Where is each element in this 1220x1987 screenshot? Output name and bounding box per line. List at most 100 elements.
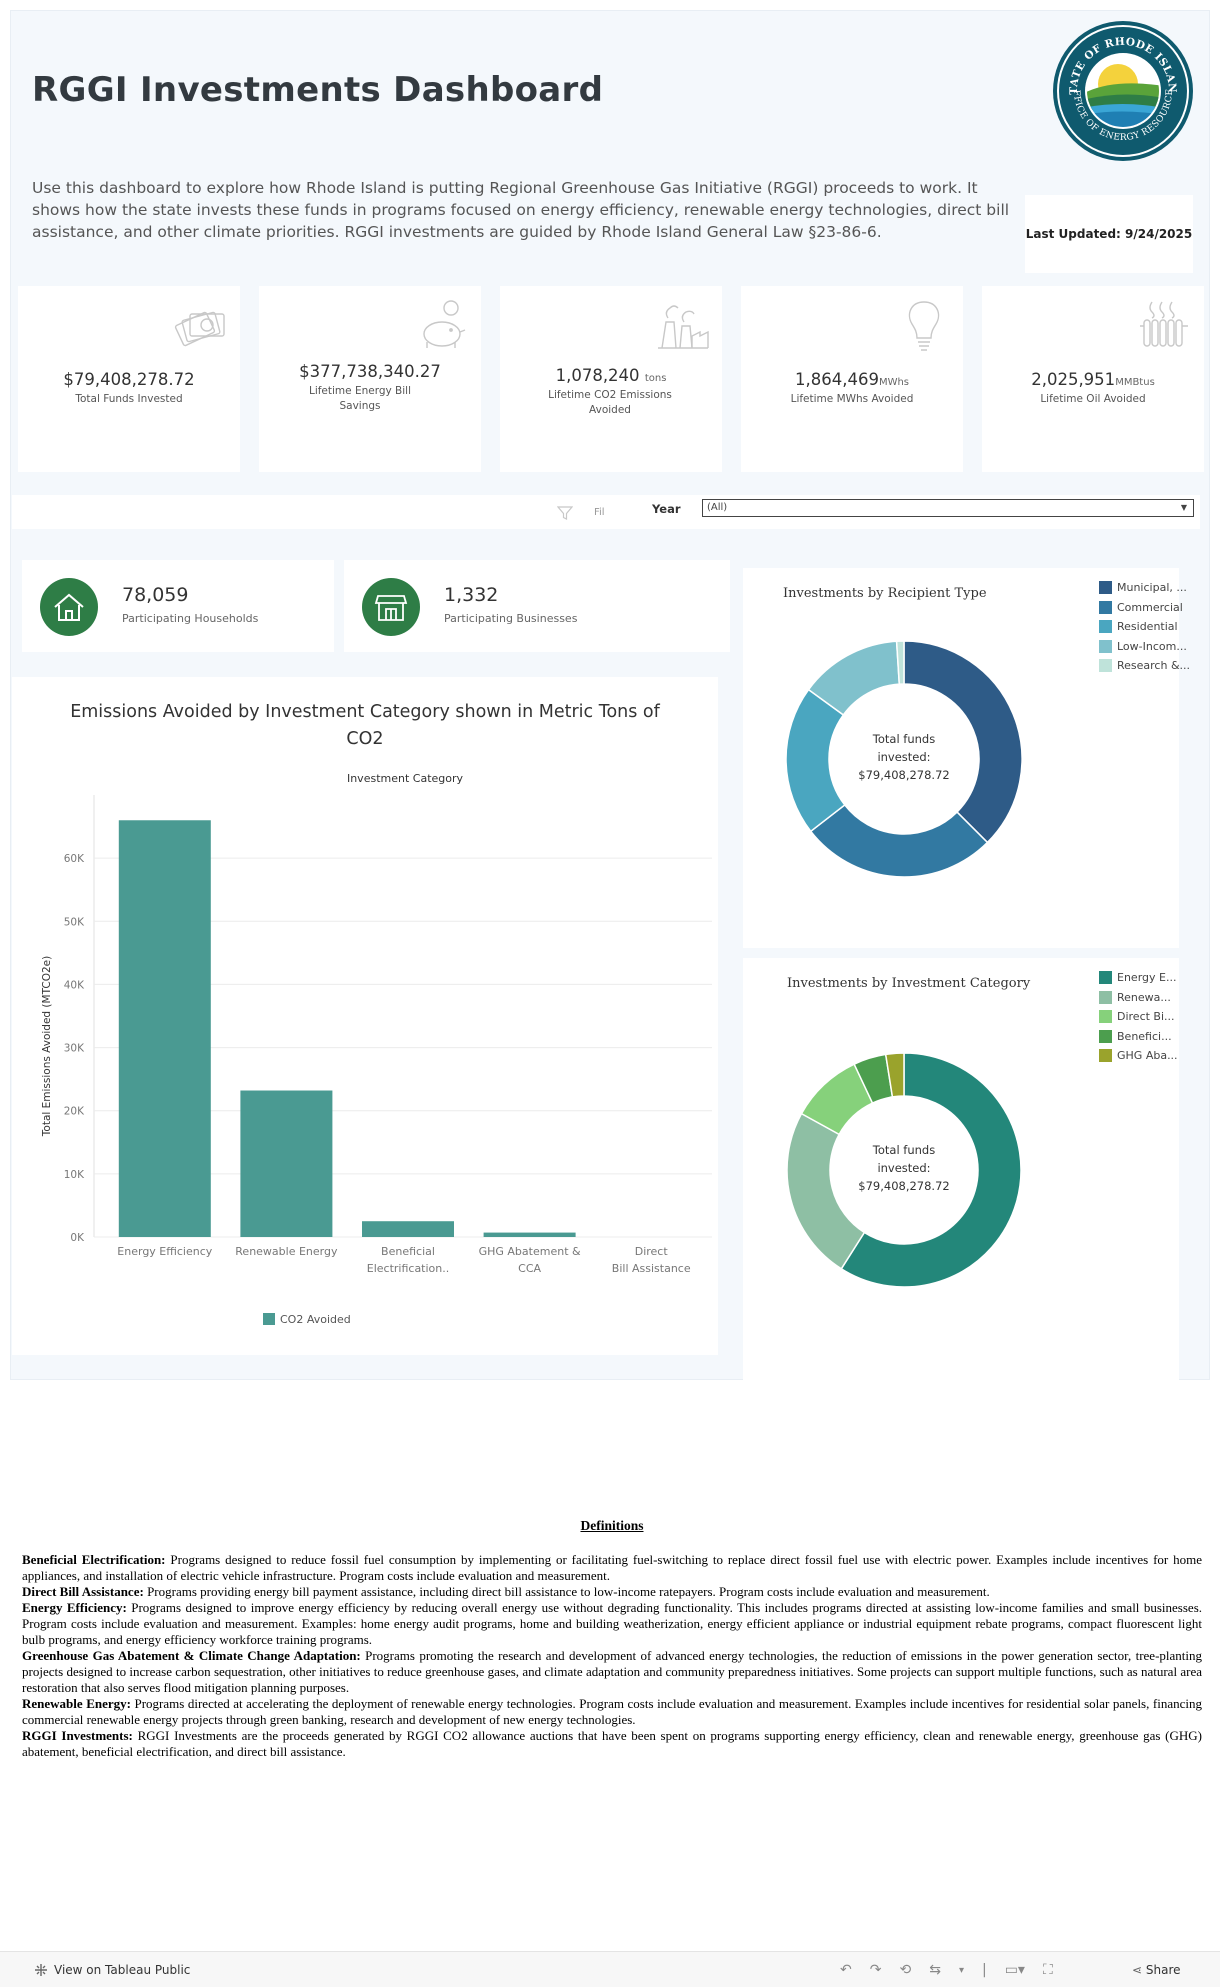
legend-item[interactable]: Commercial	[1099, 598, 1190, 618]
stat-label: Participating Households	[122, 612, 259, 625]
donut-slice	[785, 688, 846, 833]
legend-item[interactable]: Municipal, ...	[1099, 578, 1190, 598]
donut-slice	[895, 640, 905, 685]
emissions-bar-chart: Emissions Avoided by Investment Category…	[41, 702, 712, 1326]
donut-title: Investments by Investment Category	[787, 976, 1031, 991]
legend-swatch	[1099, 620, 1112, 634]
last-updated-badge: Last Updated: 9/24/2025	[1025, 195, 1193, 273]
donut-center-text: $79,408,278.72	[858, 768, 949, 782]
legend-item[interactable]: Residential	[1099, 617, 1190, 637]
x-tick-label: Electrification..	[367, 1262, 450, 1275]
legend-item[interactable]: GHG Aba...	[1099, 1046, 1178, 1066]
view-on-tableau-link[interactable]: View on Tableau Public	[34, 1963, 190, 1977]
year-dropdown[interactable]: (All) ▼	[702, 499, 1194, 517]
legend-swatch	[1099, 1010, 1112, 1024]
redo-icon[interactable]: ↷	[869, 1962, 882, 1978]
storefront-icon	[362, 578, 420, 636]
kpi-card-mwhs-avoided: 1,864,469MWhs Lifetime MWhs Avoided	[741, 286, 963, 472]
donut-title: Investments by Recipient Type	[783, 586, 987, 601]
presentation-icon[interactable]: ▭▾	[1004, 1962, 1025, 1978]
donut-legend: Municipal, ... Commercial Residential Low-I…	[1099, 578, 1190, 676]
kpi-label: Lifetime MWhs Avoided	[790, 393, 914, 405]
legend-label: Benefici...	[1117, 1029, 1172, 1043]
y-tick-label: 40K	[64, 979, 85, 991]
x-tick-label: Energy Efficiency	[117, 1245, 212, 1258]
chart-subtitle: Investment Category	[347, 772, 464, 785]
emissions-bar-chart-panel: Emissions Avoided by Investment Category…	[12, 677, 718, 1355]
year-dropdown-value: (All)	[707, 502, 728, 513]
divider: |	[981, 1962, 987, 1978]
donut-center-text: invested:	[877, 1161, 930, 1175]
recipient-type-donut: Total funds invested: $79,408,278.72	[785, 640, 1023, 878]
piggy-bank-icon	[423, 300, 466, 348]
legend-item[interactable]: Low-Incom...	[1099, 637, 1190, 657]
tableau-toolbar: View on Tableau Public ↶ ↷ ⟲ ⇆ ▾ | ▭▾ ⛶ …	[0, 1951, 1220, 1987]
stat-value: 1,332	[444, 584, 499, 606]
page-title: RGGI Investments Dashboard	[32, 70, 604, 110]
definition-item: RGGI Investments: RGGI Investments are t…	[22, 1728, 1203, 1759]
stat-value: 78,059	[122, 584, 189, 606]
legend-label: Residential	[1117, 620, 1178, 634]
kpi-card-bill-savings: $377,738,340.27 Lifetime Energy Bill Sav…	[259, 286, 481, 472]
refresh-icon[interactable]: ⇆	[929, 1962, 941, 1978]
donut-center-text: $79,408,278.72	[858, 1179, 949, 1193]
legend-label: Low-Incom...	[1117, 639, 1187, 653]
definition-item: Renewable Energy: Programs directed at a…	[22, 1696, 1202, 1727]
y-tick-label: 50K	[64, 916, 85, 928]
donut-slice	[809, 803, 989, 878]
legend-swatch	[1099, 971, 1112, 985]
tableau-logo-icon	[35, 1964, 47, 1976]
kpi-label: Lifetime Energy Bill Savings	[308, 385, 412, 412]
revert-icon[interactable]: ⟲	[899, 1962, 912, 1978]
legend-swatch	[263, 1313, 275, 1325]
legend-swatch	[1099, 659, 1112, 673]
legend-swatch	[1099, 1049, 1112, 1063]
x-tick-label: Renewable Energy	[235, 1245, 338, 1258]
filter-bar: Fil Year (All) ▼	[12, 495, 1200, 529]
kpi-card-oil-avoided: 2,025,951MMBtus Lifetime Oil Avoided	[982, 286, 1204, 472]
donut-slice	[903, 640, 1023, 844]
kpi-value: $79,408,278.72	[63, 370, 195, 389]
legend-label: Renewa...	[1117, 990, 1171, 1004]
legend-label: Municipal, ...	[1117, 581, 1187, 595]
kpi-value: 1,864,469MWhs	[794, 370, 910, 389]
x-tick-label: GHG Abatement &	[479, 1245, 581, 1258]
definitions-section: Definitions Beneficial Electrification: …	[22, 1518, 1202, 1760]
y-tick-label: 30K	[64, 1043, 85, 1055]
x-tick-label: CCA	[518, 1262, 541, 1275]
fullscreen-icon[interactable]: ⛶	[1042, 1962, 1053, 1978]
undo-icon[interactable]: ↶	[840, 1962, 852, 1978]
legend-label: Commercial	[1117, 600, 1183, 614]
kpi-card-co2-avoided: 1,078,240 tons Lifetime CO2 Emissions Av…	[500, 286, 722, 472]
definition-item: Direct Bill Assistance: Programs providi…	[22, 1584, 990, 1599]
pause-icon[interactable]: ▾	[958, 1964, 964, 1976]
legend-item[interactable]: Energy E...	[1099, 968, 1178, 988]
legend-swatch	[1099, 990, 1112, 1004]
legend-item[interactable]: Research &...	[1099, 656, 1190, 676]
x-tick-label: Direct	[635, 1245, 669, 1258]
investment-category-donut: Total funds invested: $79,408,278.72	[786, 1052, 1022, 1288]
donut-legend: Energy E... Renewa... Direct Bi... Benefici…	[1099, 968, 1178, 1066]
radiator-icon	[1140, 301, 1188, 347]
y-axis-label: Total Emissions Avoided (MTCO2e)	[41, 956, 53, 1137]
y-tick-label: 20K	[64, 1106, 85, 1118]
chart-title-line2: CO2	[346, 729, 383, 749]
kpi-value: $377,738,340.27	[299, 362, 441, 381]
share-icon: ⋖	[1132, 1963, 1146, 1977]
legend-item[interactable]: Direct Bi...	[1099, 1007, 1178, 1027]
toolbar-buttons: ↶ ↷ ⟲ ⇆ ▾ | ▭▾ ⛶	[840, 1960, 1053, 1980]
share-button[interactable]: ⋖ Share	[1132, 1963, 1181, 1977]
legend-item[interactable]: Renewa...	[1099, 988, 1178, 1008]
legend-item[interactable]: Benefici...	[1099, 1027, 1178, 1047]
definitions-title: Definitions	[580, 1518, 644, 1533]
stat-households: 78,059 Participating Households	[22, 560, 334, 652]
legend-swatch	[1099, 1029, 1112, 1043]
legend-swatch	[1099, 600, 1112, 614]
chevron-down-icon: ▼	[1180, 503, 1187, 512]
kpi-label: Total Funds Invested	[75, 393, 183, 405]
kpi-value: 2,025,951MMBtus	[1031, 370, 1155, 389]
intro-paragraph: Use this dashboard to explore how Rhode …	[32, 179, 1010, 241]
filter-label: Fil	[594, 507, 605, 518]
legend-swatch	[1099, 581, 1112, 595]
filter-icon[interactable]	[557, 505, 573, 521]
